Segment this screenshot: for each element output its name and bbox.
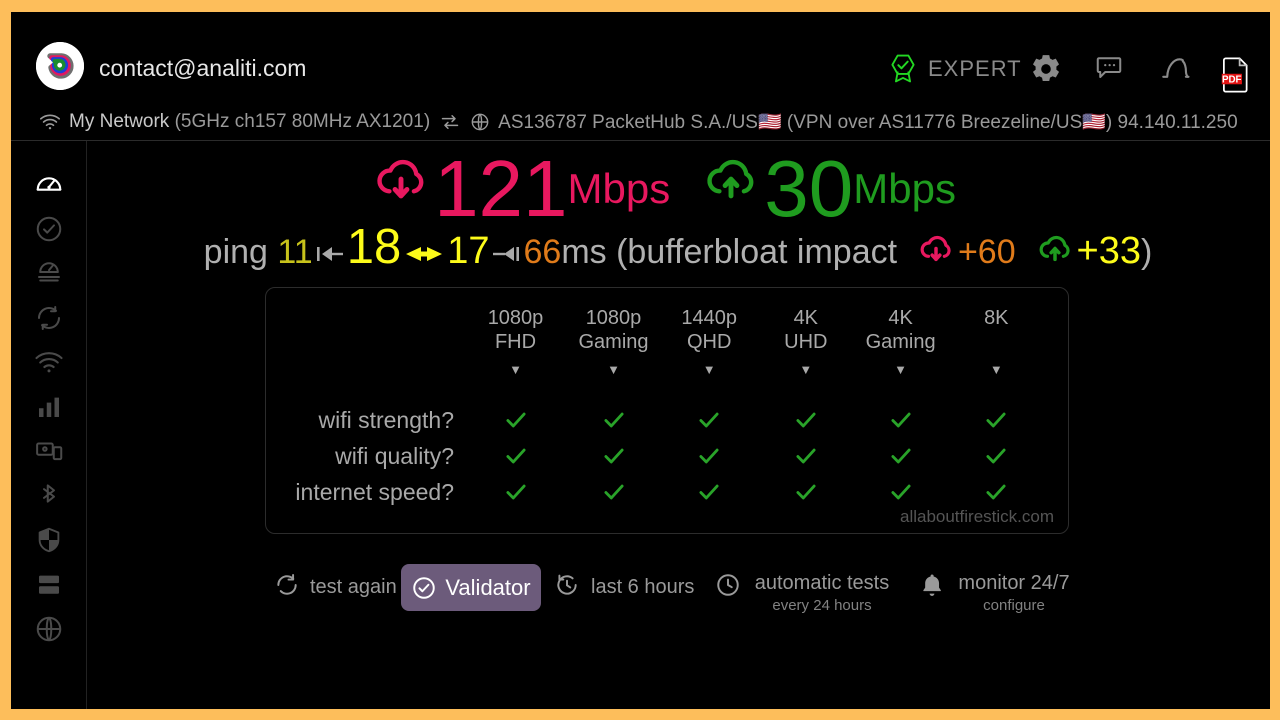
svg-text:PDF: PDF bbox=[1222, 74, 1242, 85]
